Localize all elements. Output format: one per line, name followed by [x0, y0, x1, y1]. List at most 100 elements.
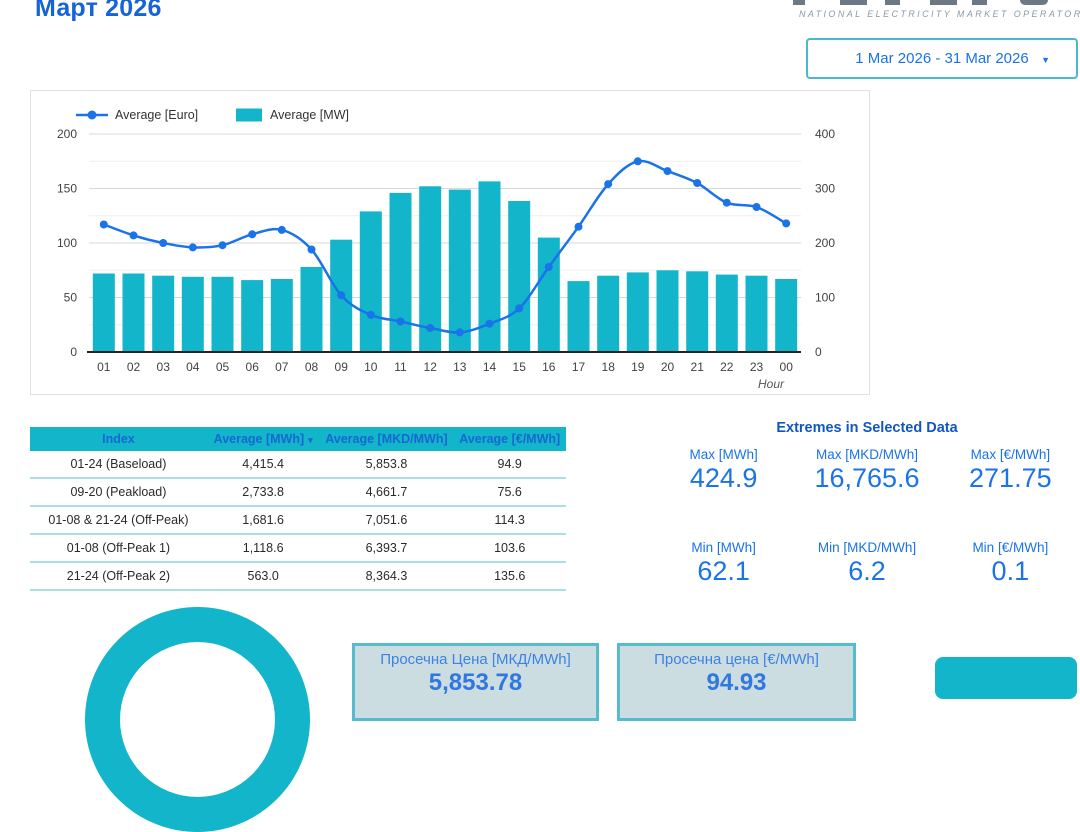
extreme-value: 16,765.6 — [814, 463, 920, 493]
table-row: 21-24 (Off-Peak 2) 563.0 8,364.3 135.6 — [30, 562, 566, 591]
table-cell: 21-24 (Off-Peak 2) — [30, 562, 207, 591]
svg-text:13: 13 — [453, 360, 467, 374]
table-cell: 114.3 — [453, 506, 566, 535]
bar-hour-04 — [181, 276, 204, 352]
line-point-hour-19 — [633, 157, 642, 166]
svg-text:22: 22 — [720, 360, 734, 374]
table-header-cell[interactable]: Average [MKD/MWh] — [319, 427, 454, 451]
line-point-hour-13 — [455, 328, 464, 337]
bar-hour-13 — [448, 189, 471, 352]
bar-hour-03 — [152, 275, 175, 352]
svg-text:200: 200 — [815, 236, 835, 250]
page-title: Март 2026 — [35, 0, 162, 22]
extremes-title: Extremes in Selected Data — [776, 420, 958, 436]
date-range-value: 1 Mar 2026 - 31 Mar 2026 — [855, 50, 1029, 67]
svg-text:02: 02 — [127, 360, 141, 374]
avg-price-mkd-value: 5,853.78 — [428, 669, 523, 696]
bar-hour-10 — [359, 211, 382, 352]
bar-hour-22 — [715, 274, 738, 352]
svg-text:18: 18 — [602, 360, 616, 374]
svg-text:23: 23 — [750, 360, 764, 374]
donut-chart — [85, 607, 310, 832]
avg-price-eur-card: Просечна цена [€/MWh] 94.93 — [617, 643, 856, 721]
line-point-hour-14 — [485, 319, 494, 328]
bar-hour-12 — [419, 186, 442, 352]
bar-hour-14 — [478, 181, 501, 352]
table-cell: 1,118.6 — [206, 534, 320, 563]
table-cell: 2,733.8 — [206, 478, 320, 507]
svg-text:00: 00 — [780, 360, 794, 374]
line-point-hour-16 — [544, 263, 553, 271]
line-point-hour-04 — [188, 243, 197, 252]
extreme-item: Max [MWh] 424.9 — [652, 447, 795, 494]
bar-hour-23 — [745, 275, 768, 352]
table-cell: 01-24 (Baseload) — [30, 451, 207, 479]
avg-price-eur-value: 94.93 — [706, 669, 767, 696]
bar-hour-02 — [122, 273, 145, 352]
table-row: 01-08 & 21-24 (Off-Peak) 1,681.6 7,051.6 11… — [30, 506, 566, 535]
table-header-cell[interactable]: Average [MWh] ▾ — [206, 427, 320, 451]
bar-hour-07 — [270, 279, 293, 352]
extreme-label: Min [MWh] — [691, 540, 756, 555]
bar-hour-01 — [92, 273, 115, 352]
svg-text:50: 50 — [64, 291, 78, 305]
avg-price-eur-label: Просечна цена [€/MWh] — [654, 651, 819, 668]
extreme-label: Max [€/MWh] — [970, 447, 1051, 462]
line-point-hour-00 — [782, 219, 791, 228]
svg-text:01: 01 — [97, 360, 111, 374]
table-cell: 75.6 — [453, 478, 566, 507]
table-cell: 103.6 — [453, 534, 566, 563]
table-header-cell[interactable]: Index — [30, 427, 207, 451]
svg-text:09: 09 — [335, 360, 349, 374]
memo-logo-letter — [840, 0, 867, 5]
table-cell: 8,364.3 — [319, 562, 454, 591]
svg-text:300: 300 — [815, 182, 835, 196]
table-row: 09-20 (Peakload) 2,733.8 4,661.7 75.6 — [30, 478, 566, 507]
memo-logo-letter — [972, 0, 987, 5]
extreme-item: Min [MKD/MWh] 6.2 — [795, 540, 938, 587]
table-row: 01-24 (Baseload) 4,415.4 5,853.8 94.9 — [30, 451, 566, 479]
bar-hour-05 — [211, 276, 234, 352]
bar-hour-00 — [775, 279, 798, 352]
line-point-hour-18 — [604, 180, 613, 189]
extreme-value: 62.1 — [697, 556, 750, 586]
memo-logo-letter — [930, 0, 957, 5]
extreme-item: Min [€/MWh] 0.1 — [939, 540, 1080, 587]
table-cell: 135.6 — [453, 562, 566, 591]
table-cell: 1,681.6 — [206, 506, 320, 535]
bar-hour-08 — [300, 267, 323, 352]
table-cell: 01-08 & 21-24 (Off-Peak) — [30, 506, 207, 535]
line-point-hour-10 — [366, 310, 375, 319]
extreme-value: 6.2 — [848, 556, 886, 586]
svg-text:100: 100 — [57, 236, 77, 250]
bar-hour-11 — [389, 192, 412, 352]
svg-text:04: 04 — [186, 360, 200, 374]
extremes-panel: Extremes in Selected Data Max [MWh] 424.9… — [652, 420, 1080, 587]
svg-text:03: 03 — [157, 360, 171, 374]
line-point-hour-12 — [426, 324, 435, 332]
line-point-hour-15 — [515, 304, 524, 313]
line-point-hour-06 — [248, 230, 257, 239]
sort-caret-icon: ▾ — [308, 435, 313, 445]
svg-text:Hour: Hour — [758, 377, 785, 391]
table-cell: 94.9 — [453, 451, 566, 479]
avg-price-mkd-label: Просечна Цена [МКД/MWh] — [380, 651, 571, 668]
bar-hour-19 — [626, 272, 649, 352]
avg-price-mkd-card: Просечна Цена [МКД/MWh] 5,853.78 — [352, 643, 599, 721]
date-range-select[interactable]: 1 Mar 2026 - 31 Mar 2026 ▼ — [806, 38, 1078, 79]
svg-text:21: 21 — [691, 360, 705, 374]
legend-line-marker — [87, 110, 97, 120]
price-table: Index Average [MWh] ▾ Average [MKD/MWh] Aver… — [30, 427, 566, 591]
legend-label-euro: Average [Euro] — [115, 108, 198, 122]
memo-logo-letter — [1020, 0, 1048, 5]
extreme-label: Max [MWh] — [689, 447, 758, 462]
svg-text:08: 08 — [305, 360, 319, 374]
table-header-cell[interactable]: Average [€/MWh] — [453, 427, 566, 451]
bar-hour-17 — [567, 281, 590, 352]
extreme-label: Min [MKD/MWh] — [817, 540, 917, 555]
bottom-right-button[interactable] — [935, 657, 1077, 699]
line-point-hour-01 — [99, 220, 108, 229]
bar-hour-21 — [686, 271, 709, 352]
average-euro-line — [103, 159, 787, 334]
